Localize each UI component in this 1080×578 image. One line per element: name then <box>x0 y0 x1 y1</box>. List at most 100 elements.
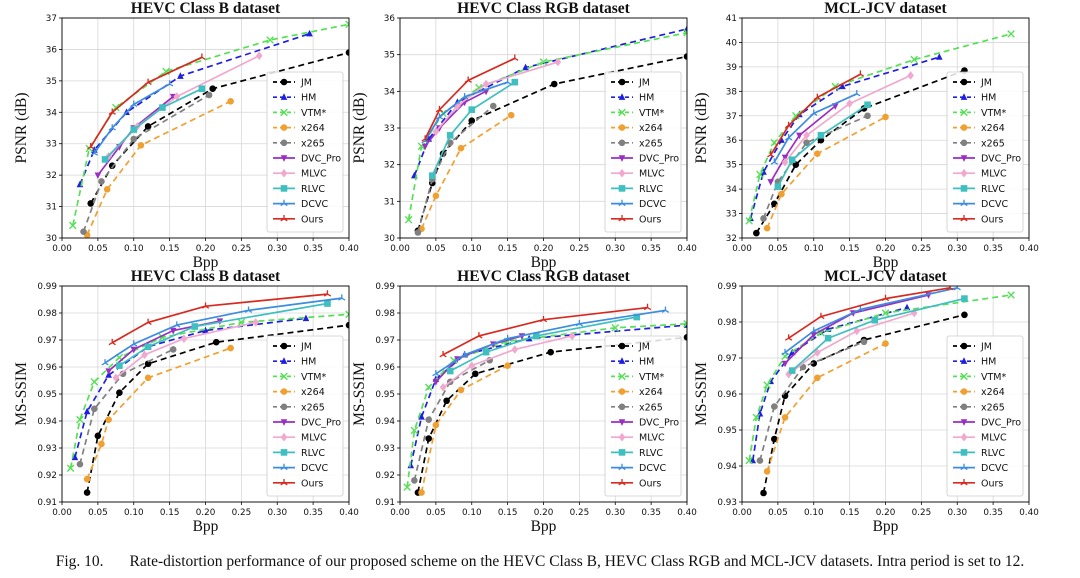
x-axis-label: Bpp <box>193 518 219 535</box>
y-tick-label: 39 <box>726 63 737 73</box>
series-rlvc <box>428 78 519 179</box>
legend-label: HM <box>981 93 996 104</box>
legend-marker <box>280 372 288 381</box>
legend-marker <box>280 215 288 222</box>
data-point <box>98 178 105 185</box>
data-point <box>767 151 775 158</box>
legend-label: VTM* <box>981 372 1006 383</box>
y-tick-label: 41 <box>726 14 737 24</box>
data-point <box>468 117 476 124</box>
data-point <box>554 57 562 67</box>
x-tick-label: 0.30 <box>605 244 625 254</box>
data-point <box>661 306 670 313</box>
data-point <box>87 200 94 207</box>
legend-label: VTM* <box>639 108 664 119</box>
series-dcvc <box>421 78 512 144</box>
x-tick-label: 0.10 <box>804 244 824 254</box>
data-point <box>144 123 152 130</box>
series-line <box>413 359 491 481</box>
legend-label: VTM* <box>981 108 1006 119</box>
legend-marker <box>280 342 288 350</box>
data-point <box>403 483 411 491</box>
legend-label: VTM* <box>639 372 664 383</box>
data-point <box>813 93 821 100</box>
data-point <box>108 108 116 115</box>
legend-item: HM <box>953 93 996 104</box>
legend-marker <box>280 479 288 486</box>
data-point <box>446 132 454 139</box>
data-point <box>130 340 138 347</box>
legend-marker <box>960 108 968 117</box>
y-tick-label: 0.99 <box>717 282 737 292</box>
y-tick-label: 0.99 <box>37 282 57 292</box>
y-tick-label: 0.93 <box>37 444 57 454</box>
series-line <box>417 336 687 493</box>
x-tick-label: 0.00 <box>52 244 72 254</box>
legend-item: JM <box>953 78 992 89</box>
data-point <box>781 360 789 368</box>
legend-label: DCVC <box>981 199 1008 210</box>
data-point <box>864 101 871 109</box>
x-axis-label: Bpp <box>873 254 899 271</box>
legend-item: Ours <box>611 214 661 225</box>
x-tick-label: 0.25 <box>232 508 252 518</box>
series-line <box>784 74 911 163</box>
x-tick-label: 0.10 <box>124 508 144 518</box>
data-point <box>504 362 511 369</box>
series-line <box>115 321 256 379</box>
data-point <box>76 415 84 424</box>
x-axis-label: Bpp <box>531 518 557 535</box>
y-tick-label: 0.95 <box>37 390 57 400</box>
x-axis-label: Bpp <box>873 518 899 535</box>
data-point <box>439 351 447 358</box>
data-point <box>810 331 818 339</box>
y-tick-label: 0.95 <box>375 390 395 400</box>
chart-panel-5: HEVC Class RGB dataset 0.00 0.05 0.10 0.15 0.… <box>351 268 697 535</box>
y-tick-label: 31 <box>46 203 57 213</box>
y-tick-label: 0.92 <box>37 471 57 481</box>
legend-label: x264 <box>301 123 325 134</box>
data-point <box>533 332 540 340</box>
series-line <box>104 87 203 160</box>
legend-marker <box>280 124 288 131</box>
data-point <box>83 489 91 496</box>
y-tick-label: 34 <box>726 185 738 195</box>
x-tick-label: 0.35 <box>641 508 661 518</box>
legend-item: HM <box>273 357 316 368</box>
y-tick-label: 0.91 <box>37 498 57 508</box>
legend-item: VTM* <box>611 372 664 383</box>
y-tick-label: 0.99 <box>375 282 395 292</box>
y-tick-label: 36 <box>46 45 58 55</box>
data-point <box>575 320 584 327</box>
y-tick-label: 0.95 <box>717 426 737 436</box>
y-tick-label: 36 <box>726 136 738 146</box>
x-tick-label: 0.20 <box>196 508 216 518</box>
data-point <box>435 113 444 120</box>
series-line <box>420 364 508 493</box>
data-point <box>411 477 418 484</box>
data-point <box>745 456 753 465</box>
data-point <box>778 190 785 198</box>
legend-marker <box>618 185 626 192</box>
series-ours <box>421 54 519 142</box>
legend-marker <box>960 432 968 442</box>
chart-panel-1: HEVC Class B dataset 0.00 0.05 0.10 0.15 0.20… <box>13 0 359 271</box>
y-tick-label: 33 <box>726 210 737 220</box>
data-point <box>105 416 112 423</box>
series-line <box>791 297 965 372</box>
x-tick-label: 0.10 <box>462 508 482 518</box>
legend-item: DVC_Pro <box>953 418 1021 429</box>
legend-label: MLVC <box>639 169 665 180</box>
legend-label: RLVC <box>639 184 663 195</box>
chart-panel-4: HEVC Class B dataset 0.00 0.05 0.10 0.15 0.20… <box>13 268 359 535</box>
legend-box <box>266 71 344 233</box>
data-point <box>212 338 220 346</box>
x-tick-label: 0.10 <box>462 244 482 254</box>
plot-frame <box>741 285 1030 503</box>
series-ours <box>767 70 865 158</box>
data-point <box>432 192 440 200</box>
data-point <box>345 20 349 29</box>
legend-label: x265 <box>639 138 663 149</box>
data-point <box>752 413 761 422</box>
data-point <box>112 103 120 112</box>
